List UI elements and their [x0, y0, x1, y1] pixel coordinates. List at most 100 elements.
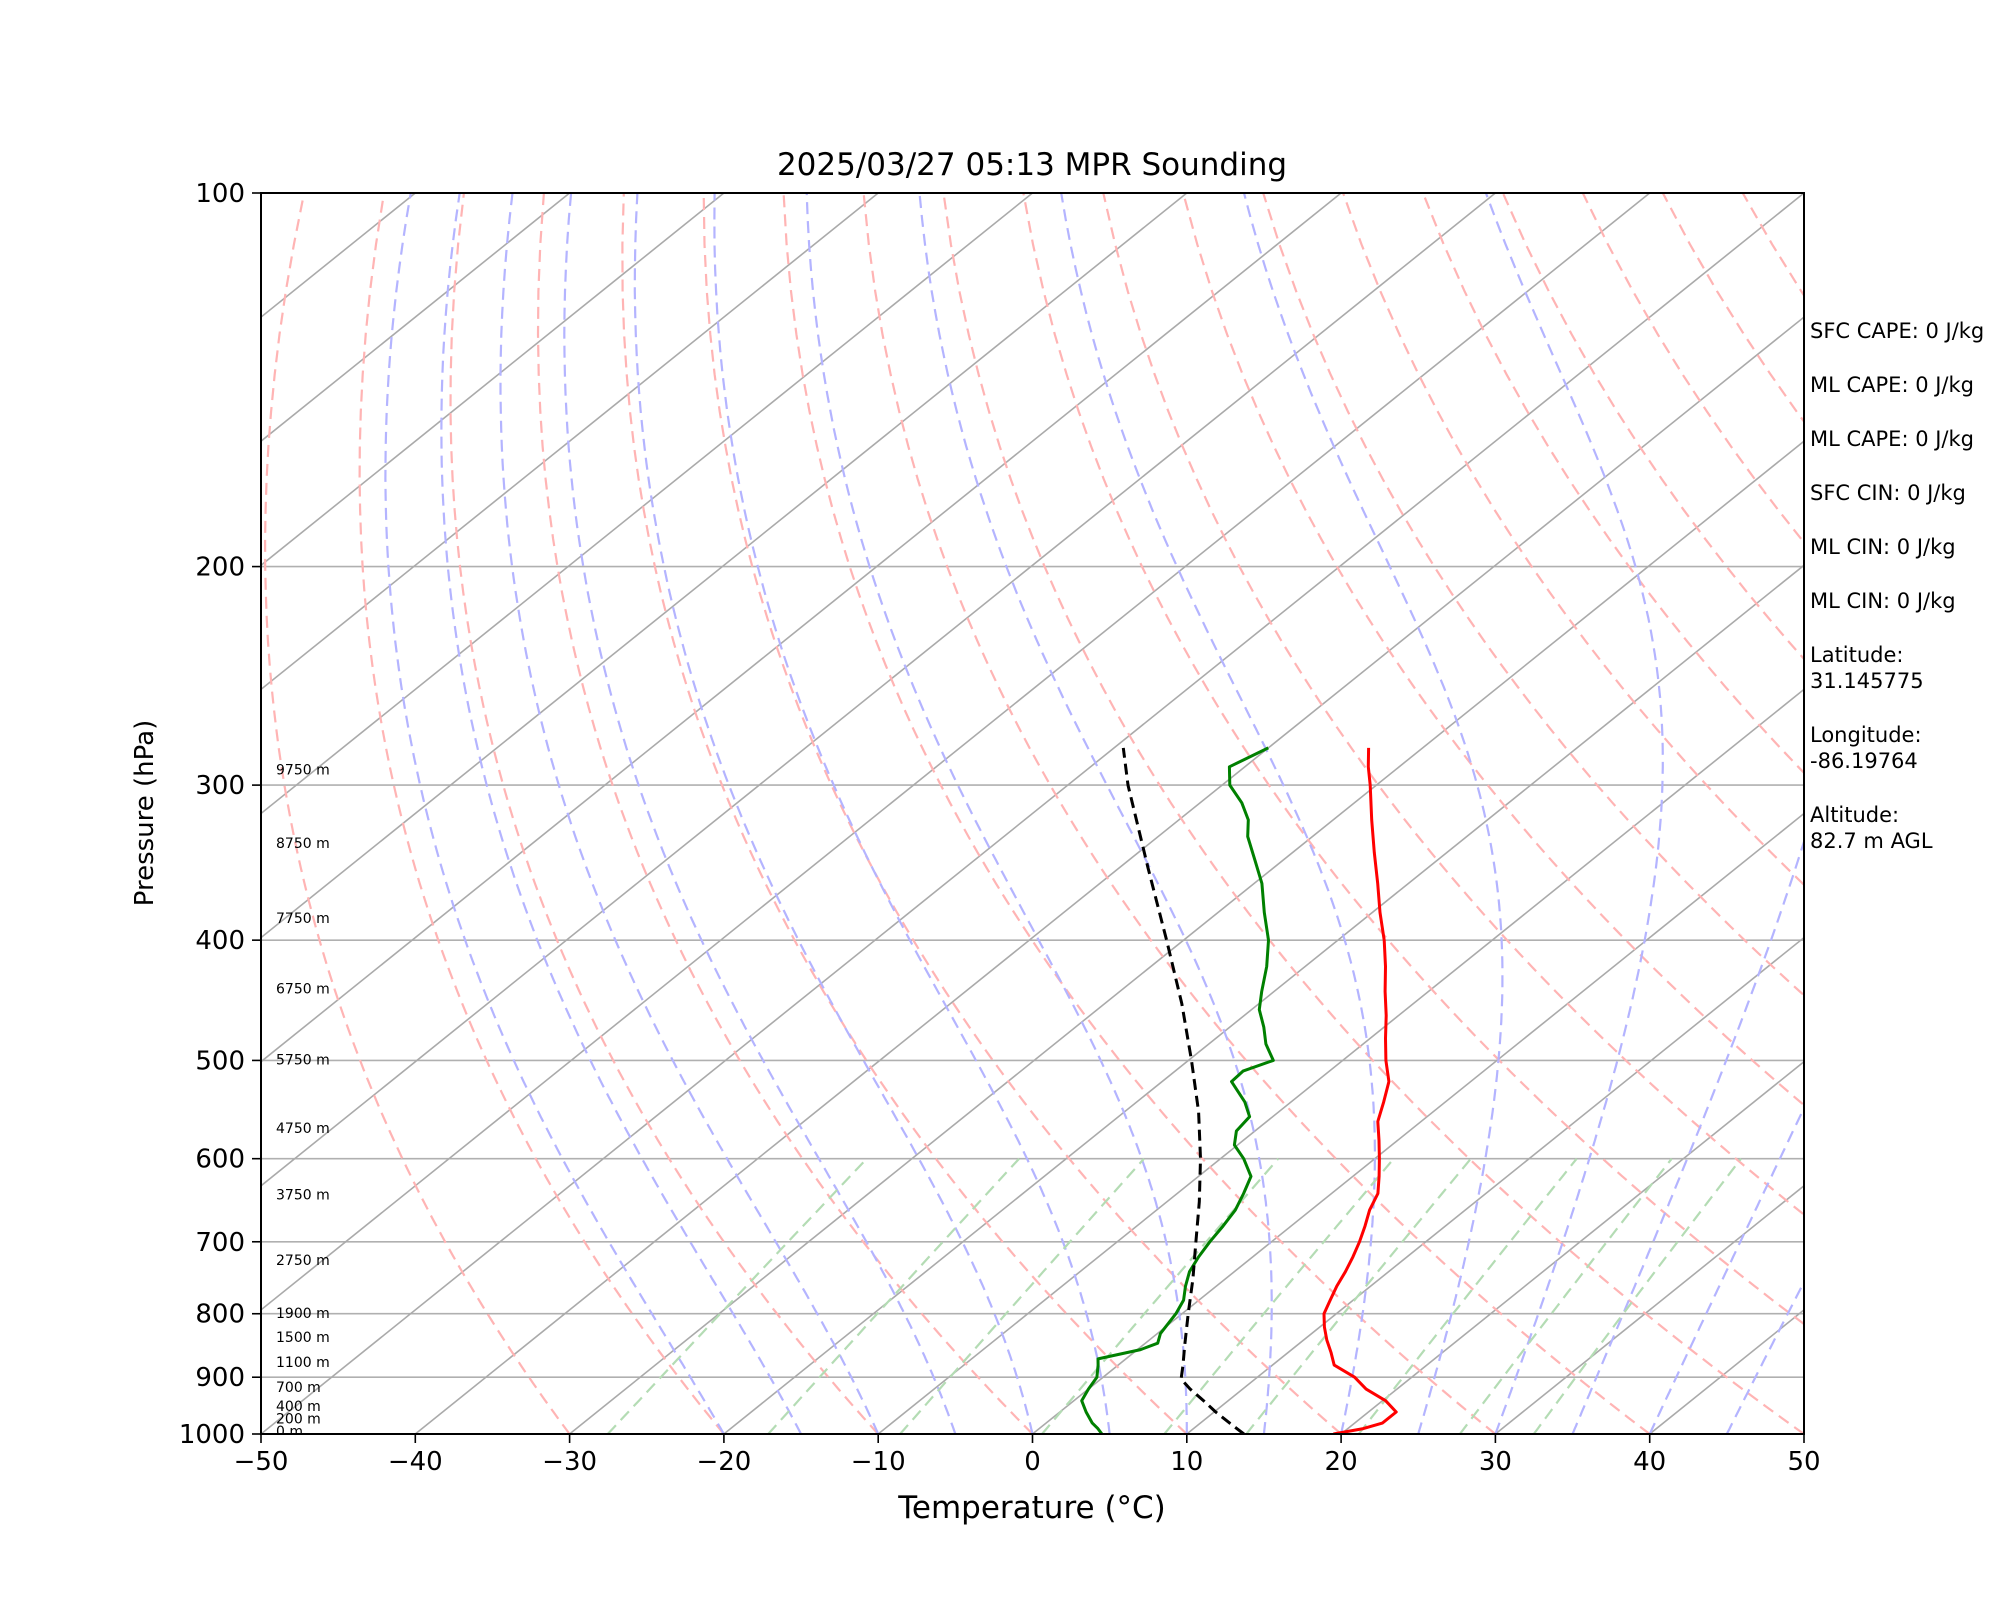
height-label: 1500 m	[276, 1330, 330, 1346]
moist-adiabat-line	[1242, 193, 1504, 1434]
height-label: 9750 m	[276, 762, 330, 778]
height-label: 3750 m	[276, 1188, 330, 1204]
y-tick-label: 700	[195, 1228, 245, 1258]
pressure-gridlines	[261, 193, 1804, 1434]
moist-adiabat-line	[1484, 193, 1664, 1434]
dry-adiabat-line	[942, 193, 1804, 1434]
dewpoint-series-line	[1080, 746, 1275, 1434]
isotherm-line	[1340, 1060, 1804, 1434]
longitude-text: Longitude: -86.19764	[1810, 723, 1922, 773]
isotherm-line	[261, 193, 879, 691]
height-label: 4750 m	[276, 1121, 330, 1137]
moist-adiabat-line	[384, 193, 725, 1434]
isotherm-line	[1186, 936, 1804, 1434]
height-label: 700 m	[276, 1380, 321, 1396]
moist-adiabat-line	[499, 193, 880, 1434]
dry-adiabat-line	[782, 193, 1497, 1434]
dry-adiabat-line	[702, 193, 1342, 1434]
y-tick-label: 800	[195, 1300, 245, 1330]
dry-adiabat-line	[862, 193, 1651, 1434]
y-axis-ticks: 100 200 300 400 500 600 700 800 900 1000	[179, 179, 261, 1450]
latitude-text: Latitude: 31.145775	[1810, 643, 1924, 693]
y-tick-label: 200	[195, 553, 245, 583]
y-tick-label: 400	[195, 926, 245, 956]
isotherm-line	[414, 316, 1804, 1434]
moist-adiabat-line	[1725, 1279, 1804, 1434]
altitude-text: Altitude: 82.7 m AGL	[1810, 803, 1933, 853]
x-tick-label: −40	[388, 1447, 443, 1477]
ml-cin-text: ML CIN: 0 J/kg	[1810, 535, 1956, 559]
mixing-ratio-line	[1041, 1157, 1280, 1434]
isotherm-line	[261, 193, 725, 567]
y-tick-label: 300	[195, 771, 245, 801]
moist-adiabat-line	[1571, 193, 1804, 1434]
x-axis-ticks: −50 −40 −30 −20 −10 0 10 20 30 40 50	[234, 1434, 1821, 1477]
isotherm-line	[569, 440, 1804, 1434]
isotherm-line	[261, 193, 1188, 939]
dry-adiabat-line	[1262, 193, 1804, 997]
moist-adiabat-line	[1648, 1105, 1804, 1434]
height-label: 400 m	[276, 1399, 321, 1415]
dry-adiabat-line	[358, 193, 725, 1434]
isotherm-line	[261, 193, 1496, 1187]
x-tick-label: 0	[1024, 1447, 1041, 1477]
height-label: 8750 m	[276, 836, 330, 852]
ml-cape-text-2: ML CAPE: 0 J/kg	[1810, 427, 1975, 451]
height-label: 1100 m	[276, 1355, 330, 1371]
dry-adiabat-line	[536, 193, 1034, 1434]
isotherm-line	[261, 193, 1651, 1311]
x-tick-label: −30	[542, 1447, 597, 1477]
dry-adiabat-lines	[263, 193, 1804, 1434]
mixing-ratio-line	[767, 1157, 1020, 1434]
mixing-ratio-lines	[606, 1157, 1742, 1434]
x-axis-label: Temperature (°C)	[897, 1490, 1166, 1526]
moist-adiabat-line	[805, 193, 1188, 1434]
sounding-series	[1080, 746, 1398, 1434]
dry-adiabat-line	[1102, 193, 1804, 1217]
x-tick-label: 50	[1787, 1447, 1820, 1477]
dry-adiabat-line	[621, 193, 1188, 1434]
moist-adiabat-lines	[384, 193, 1804, 1434]
mixing-ratio-line	[1245, 1158, 1472, 1434]
y-tick-label: 1000	[179, 1420, 245, 1450]
height-label: 5750 m	[276, 1053, 330, 1069]
height-label: 0 m	[276, 1424, 303, 1440]
moist-adiabat-line	[1060, 193, 1376, 1434]
isotherm-line	[723, 564, 1804, 1434]
x-tick-label: 20	[1325, 1447, 1358, 1477]
mixing-ratio-line	[1357, 1158, 1578, 1434]
mixing-ratio-line	[1532, 1158, 1742, 1434]
moist-adiabat-line	[563, 193, 957, 1434]
y-tick-label: 900	[195, 1363, 245, 1393]
ml-cape-text: ML CAPE: 0 J/kg	[1810, 373, 1975, 397]
moist-adiabat-line	[633, 193, 1034, 1434]
isotherm-line	[261, 193, 1034, 815]
sfc-cape-text: SFC CAPE: 0 J/kg	[1810, 319, 1985, 343]
sfc-cin-text: SFC CIN: 0 J/kg	[1810, 481, 1966, 505]
x-tick-label: 40	[1633, 1447, 1666, 1477]
y-tick-label: 100	[195, 179, 245, 209]
mixing-ratio-line	[1163, 1157, 1395, 1434]
y-tick-label: 500	[195, 1046, 245, 1076]
x-tick-label: −10	[851, 1447, 906, 1477]
isotherm-line	[1031, 812, 1804, 1434]
moist-adiabat-line	[440, 193, 802, 1434]
temperature-series-line	[1322, 747, 1398, 1434]
x-tick-label: −50	[234, 1447, 289, 1477]
chart-title: 2025/03/27 05:13 MPR Sounding	[777, 147, 1287, 183]
x-tick-label: −20	[696, 1447, 751, 1477]
x-tick-label: 10	[1170, 1447, 1203, 1477]
isotherm-line	[877, 688, 1804, 1434]
mixing-ratio-line	[1459, 1158, 1673, 1434]
isotherm-line	[261, 193, 571, 443]
mixing-ratio-line	[899, 1157, 1145, 1434]
height-label: 200 m	[276, 1411, 321, 1427]
y-axis-label: Pressure (hPa)	[130, 720, 160, 907]
parcel-series-line	[1121, 747, 1245, 1434]
ml-cin-text-2: ML CIN: 0 J/kg	[1810, 589, 1956, 613]
dry-adiabat-line	[263, 193, 571, 1434]
height-label: 1900 m	[276, 1306, 330, 1322]
